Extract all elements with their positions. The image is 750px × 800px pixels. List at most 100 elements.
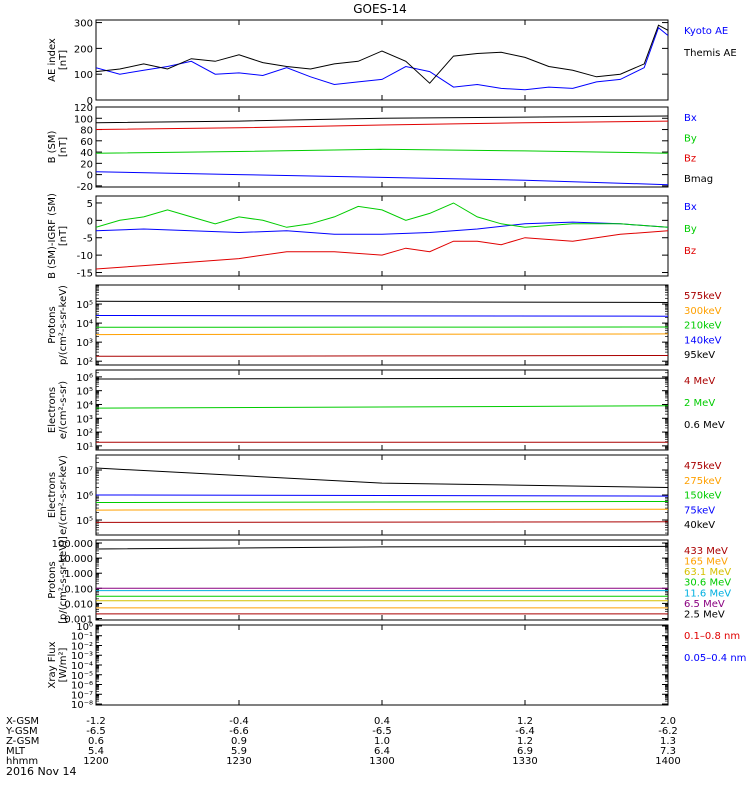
y-tick-label: 100	[74, 114, 93, 125]
series-line-0-6-mev	[96, 377, 668, 380]
x-tick-label: -1.2	[86, 716, 106, 727]
legend-entry: 0.1–0.8 nm	[684, 631, 740, 642]
panel-dbigrf: -15 -10 -5 0 5 B (SM)-IGRF (SM) [nT] Bx By Bz	[47, 193, 697, 280]
y-tick-label: 10⁰	[76, 622, 93, 633]
y-axis-unit: [nT]	[58, 137, 69, 157]
legend-entry: 140keV	[684, 335, 722, 346]
y-tick-label: -20	[77, 182, 93, 193]
x-tick-label: 0.9	[231, 736, 247, 747]
x-tick-label: 6.4	[374, 746, 390, 757]
series-line-75kev	[96, 494, 668, 497]
x-tick-label: -0.4	[229, 716, 249, 727]
y-tick-label: 200	[74, 44, 93, 55]
legend-entry: 2.5 MeV	[684, 609, 725, 620]
legend-entry: Kyoto AE	[684, 26, 728, 37]
y-tick-label: 10⁻⁷	[71, 690, 93, 701]
series-line-themis-ae	[96, 24, 668, 84]
x-tick-label: 5.4	[88, 746, 104, 757]
y-tick-label: 10⁻¹	[71, 632, 93, 643]
y-axis-label: B (SM)-IGRF (SM)	[47, 193, 58, 279]
y-tick-label: 0	[87, 171, 93, 182]
y-tick-label: 10³	[76, 338, 93, 349]
y-tick-label: 5	[87, 199, 93, 210]
y-tick-label: 300	[74, 19, 93, 30]
x-tick-label: 2.0	[660, 716, 676, 727]
legend-entry: 0.05–0.4 nm	[684, 653, 746, 664]
legend-entry: 40keV	[684, 520, 715, 531]
legend-entry: 210keV	[684, 321, 722, 332]
y-tick-label: 120	[74, 103, 93, 114]
y-tick-label: 0.100	[64, 584, 93, 595]
chart-title: GOES-14	[353, 2, 407, 16]
y-tick-label: 0	[87, 96, 93, 107]
y-tick-label: 0.001	[64, 614, 93, 625]
x-tick-label: 1.2	[517, 736, 533, 747]
y-axis-unit: e/(cm²-s-sr)	[58, 381, 69, 439]
legend-entry: 475keV	[684, 461, 722, 472]
x-tick-label: 0.4	[374, 716, 390, 727]
series-line-bx	[96, 221, 668, 235]
x-tick-label: 1330	[512, 756, 537, 767]
y-axis-label: Protons	[47, 306, 58, 343]
x-row-label: MLT	[6, 746, 26, 757]
x-tick-label: 1300	[369, 756, 394, 767]
y-tick-label: 100.000	[52, 539, 93, 550]
series-group	[96, 24, 668, 91]
x-tick-label: -6.2	[658, 726, 678, 737]
y-tick-label: 10⁻⁴	[71, 661, 93, 672]
panel-frame	[95, 624, 669, 706]
y-axis-unit: p/(cm²-s-sr-keV)	[58, 285, 69, 365]
y-axis-unit: [W/m²]	[58, 647, 69, 682]
legend-entry: 433 MeV	[684, 546, 728, 557]
legend-entry: Bmag	[684, 174, 713, 185]
legend-entry: Bx	[684, 202, 697, 213]
y-tick-label: 10⁴	[76, 400, 93, 411]
y-tick-label: 10⁶	[76, 491, 93, 502]
legend-entry: Bz	[684, 154, 696, 165]
y-tick-label: 10⁻⁶	[71, 681, 93, 692]
x-tick-label: 1200	[83, 756, 108, 767]
series-line-95kev	[96, 300, 668, 303]
panel-electrons_high: 10¹ 10² 10³ 10⁴ 10⁵ 10⁶ Electrons e/(cm²-s-sr) 4…	[47, 369, 725, 453]
legend-entry: 95keV	[684, 350, 715, 361]
legend-entry: Themis AE	[683, 48, 737, 59]
panel-protons_high: 0.001 0.010 0.100 1.000 10.000 100.000 Protons…	[47, 536, 731, 625]
y-axis-label: Electrons	[47, 472, 58, 518]
legend-entry: 4 MeV	[684, 376, 715, 387]
panel-protons_mid: 10² 10³ 10⁴ 10⁵ Protons p/(cm²-s-sr-keV) 575ke…	[47, 284, 722, 368]
y-axis-unit: e/(cm²-s-sr-keV)	[58, 455, 69, 535]
legend-entry: 75keV	[684, 505, 715, 516]
x-tick-label: -6.5	[86, 726, 106, 737]
series-line-bmag	[96, 115, 668, 124]
x-tick-label: -6.5	[372, 726, 392, 737]
y-tick-label: 10²	[76, 428, 93, 439]
series-line-bz	[96, 230, 668, 270]
y-tick-label: 40	[80, 148, 93, 159]
y-tick-label: 0	[87, 216, 93, 227]
y-tick-label: 10⁷	[76, 466, 93, 477]
x-tick-label: 7.3	[660, 746, 676, 757]
x-row-label: X-GSM	[6, 716, 39, 727]
x-tick-label: 1230	[226, 756, 251, 767]
legend-entry: 165 MeV	[684, 557, 728, 568]
series-line-275kev	[96, 508, 668, 511]
legend-entry: 275keV	[684, 476, 722, 487]
panel-frame	[95, 19, 669, 101]
legend-entry: 300keV	[684, 306, 722, 317]
x-tick-label: -6.4	[515, 726, 535, 737]
series-group	[96, 202, 668, 270]
series-line-by	[96, 202, 668, 228]
series-line-150kev	[96, 501, 668, 503]
legend-entry: By	[684, 133, 697, 144]
x-row-label: hhmm	[6, 756, 38, 767]
x-tick-label: -6.6	[229, 726, 249, 737]
y-tick-label: 10³	[76, 414, 93, 425]
series-line-by	[96, 148, 668, 154]
y-tick-label: 10²	[76, 357, 93, 368]
x-tick-label: 0.6	[88, 736, 104, 747]
legend-entry: 0.6 MeV	[684, 420, 725, 431]
